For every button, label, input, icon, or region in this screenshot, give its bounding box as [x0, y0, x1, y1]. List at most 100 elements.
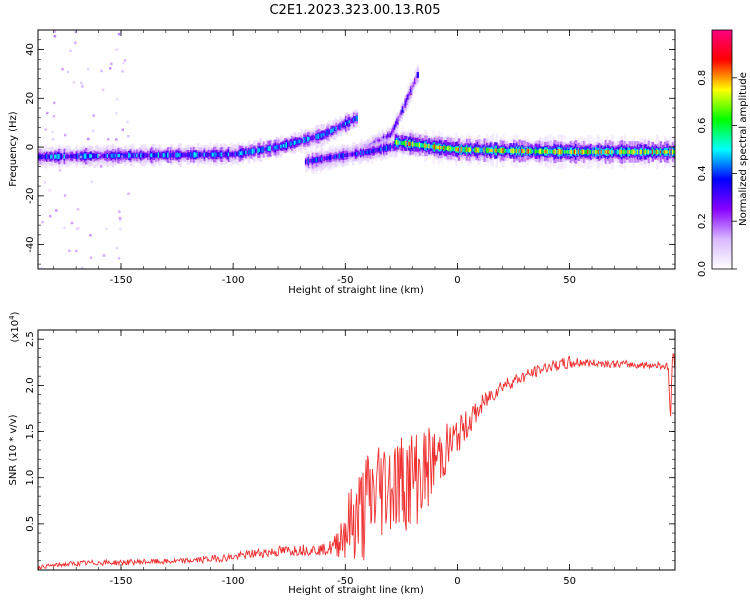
- colorbar-tick-label: 0.2: [697, 213, 708, 229]
- spectrogram-cell: [429, 144, 433, 149]
- spectrogram-cell: [518, 149, 521, 153]
- spectrogram-cell: [415, 75, 418, 81]
- spectrogram-cell: [388, 144, 391, 151]
- spectrogram-cell: [553, 149, 556, 154]
- spectrogram-cell: [391, 131, 394, 135]
- spectrogram-cell: [588, 149, 591, 155]
- spectrogram-cell: [315, 134, 318, 140]
- spectrogram-cell: [421, 143, 424, 148]
- spectrogram-cell: [142, 153, 146, 158]
- spectrogram-cell: [181, 152, 185, 158]
- spectrogram-cell: [62, 154, 65, 159]
- spectrogram-cell: [460, 146, 463, 153]
- spectrogram-cell: [342, 123, 345, 127]
- spectrogram-cell: [496, 148, 500, 153]
- spectrogram-cell: [327, 156, 331, 160]
- spectrogram-cell: [115, 48, 119, 51]
- spectrogram-cell: [281, 144, 284, 148]
- spectrogram-cell: [465, 147, 469, 152]
- spectrogram-cell: [546, 149, 550, 154]
- spectrogram-cell: [254, 148, 258, 154]
- spectrogram-cell: [87, 137, 90, 141]
- spectrogram-cell: [202, 152, 205, 157]
- spectrogram-cell: [418, 143, 422, 148]
- spectrogram-cell: [128, 152, 131, 159]
- spectrogram-cell: [345, 153, 348, 157]
- spectrogram-cell: [198, 152, 201, 158]
- spectrogram-cell: [531, 149, 535, 154]
- spectrogram-cell: [343, 121, 346, 128]
- spectrogram-cell: [640, 149, 644, 154]
- spectrogram-cell: [188, 152, 192, 158]
- spectrogram-cell: [348, 120, 352, 124]
- spectrogram-cell: [525, 149, 528, 153]
- spectrogram-cell: [338, 153, 341, 159]
- spectrogram-cell: [325, 130, 329, 137]
- spectrogram-cell: [100, 69, 103, 73]
- spectrogram-cell: [44, 128, 47, 131]
- spectrogram-cell: [269, 145, 272, 152]
- spectrogram-cell: [406, 142, 410, 146]
- spectrogram-cell: [91, 129, 95, 133]
- spectrogram-cell: [113, 153, 116, 159]
- spectrogram-cell: [243, 149, 247, 156]
- spectrogram-cell: [145, 153, 149, 158]
- spectrogram-cell: [242, 151, 245, 155]
- spectrogram-cell: [285, 142, 289, 148]
- spectrogram-cell: [307, 136, 310, 142]
- spectrogram-cell: [192, 152, 196, 158]
- spectrogram-cell: [101, 154, 104, 158]
- spectrogram-cell: [167, 152, 170, 158]
- spectrogram-cell: [295, 140, 298, 145]
- spectrogram-cell: [499, 148, 503, 154]
- spectrogram-cell: [609, 149, 613, 155]
- spectrogram-cell: [186, 152, 189, 157]
- spectrogram-cell: [312, 157, 316, 163]
- spectrogram-cell: [319, 133, 322, 139]
- spectrogram-cell: [81, 153, 84, 159]
- spectrogram-cell: [304, 159, 308, 164]
- spectrogram-cell: [140, 153, 143, 158]
- spectrogram-cell: [472, 148, 476, 152]
- spectrogram-cell: [221, 152, 224, 157]
- spectrogram-cell: [121, 70, 124, 73]
- spectrogram-cell: [565, 150, 568, 154]
- spectrogram-cell: [196, 152, 200, 158]
- spectrogram-cell: [618, 150, 621, 154]
- spectrogram-cell: [212, 152, 216, 157]
- spectrogram-cell: [389, 144, 393, 150]
- spectrogram-cell: [585, 150, 589, 154]
- y-tick-label: 1.5: [25, 424, 36, 440]
- spectrogram-cell: [127, 134, 130, 138]
- spectrogram-cell: [250, 148, 254, 155]
- spectrogram-cell: [48, 189, 51, 192]
- spectrogram-cell: [99, 165, 103, 168]
- spectrogram-cell: [364, 150, 367, 155]
- spectrogram-cell: [564, 150, 567, 154]
- spectrogram-cell: [425, 144, 428, 148]
- spectrogram-cell: [384, 146, 387, 151]
- x-tick-label: -150: [110, 576, 133, 587]
- spectrogram-cell: [129, 153, 132, 158]
- spectrogram-cell: [488, 148, 492, 152]
- spectrogram-cell: [350, 118, 353, 124]
- spectrogram-cell: [476, 147, 480, 153]
- spectrogram-cell: [118, 216, 122, 220]
- spectrogram-cell: [89, 256, 93, 259]
- spectrogram-cell: [52, 154, 56, 159]
- spectrogram-cell: [495, 148, 498, 153]
- spectrogram-cell: [478, 147, 481, 153]
- spectrogram-cell: [440, 145, 443, 150]
- spectrogram-cell: [47, 154, 50, 160]
- spectrogram-cell: [642, 149, 645, 155]
- spectrogram-cell: [106, 153, 110, 158]
- spectrogram-cell: [272, 145, 275, 151]
- spectrogram-cell: [611, 150, 614, 154]
- spectrogram-cell: [116, 98, 119, 101]
- spectrogram-cell: [487, 147, 490, 153]
- spectrogram-cell: [160, 152, 163, 158]
- spectrogram-cell: [352, 152, 355, 156]
- spectrogram-cell: [157, 152, 161, 158]
- spectrogram-cell: [155, 153, 158, 158]
- spectrogram-cell: [392, 127, 395, 133]
